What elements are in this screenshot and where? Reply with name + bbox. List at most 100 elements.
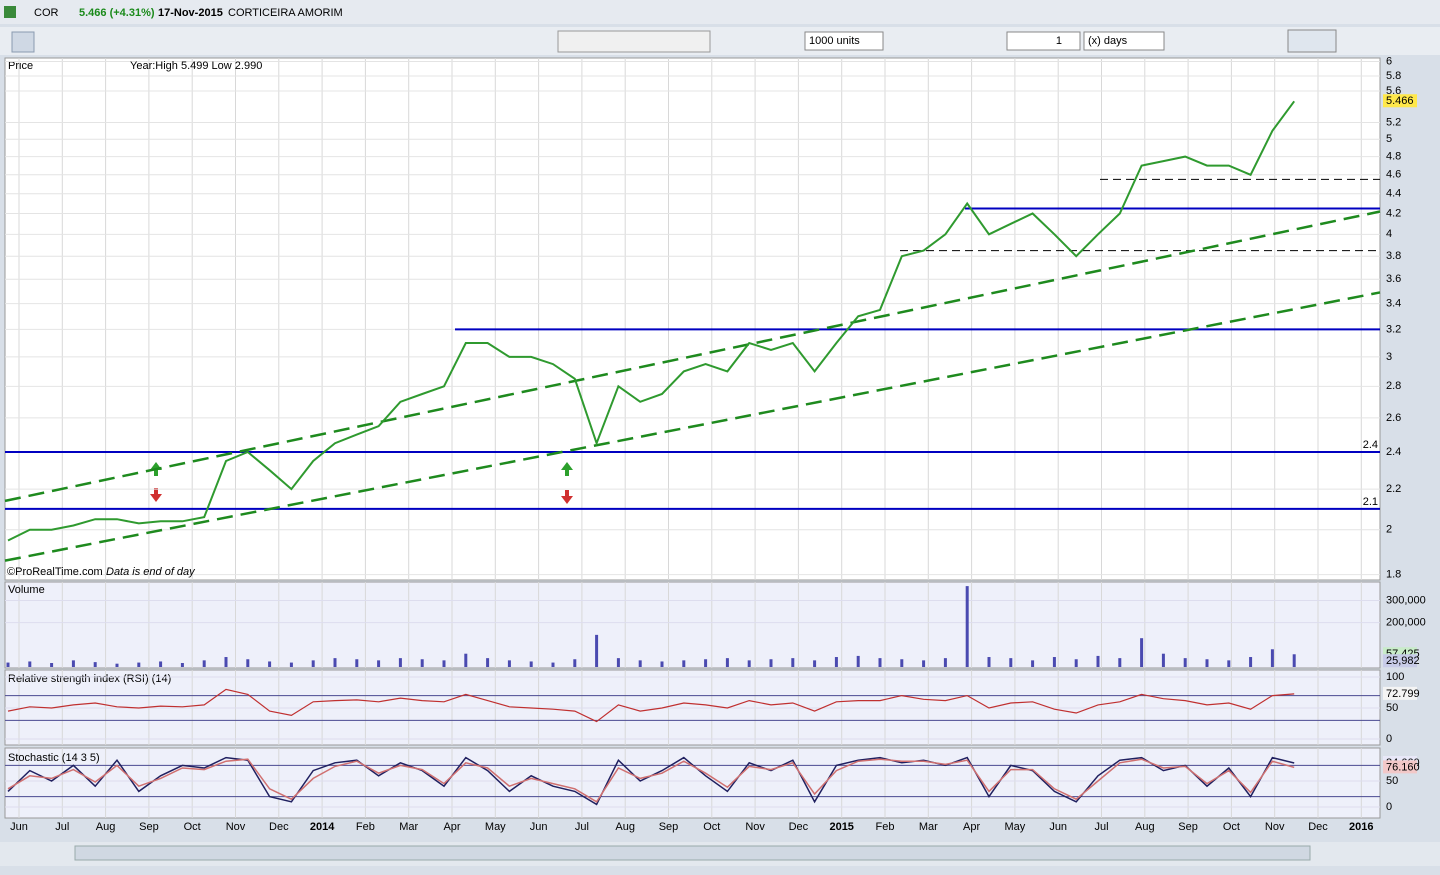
volume-bar: [769, 659, 773, 667]
y-tick-label: 3.8: [1386, 250, 1401, 262]
x-tick-label: May: [1005, 821, 1026, 833]
x-tick-label: Dec: [789, 821, 809, 833]
period-input[interactable]: [1006, 31, 1081, 51]
y-tick-label: 2.8: [1386, 380, 1401, 392]
y-tick-label: 2: [1386, 524, 1392, 536]
volume-bar: [224, 657, 228, 667]
y-tick-label: 3.2: [1386, 323, 1401, 335]
x-tick-label: Aug: [1135, 821, 1155, 833]
volume-bar: [398, 658, 402, 667]
x-tick-label: Aug: [615, 821, 635, 833]
volume-bar: [725, 658, 729, 667]
volume-bar: [529, 661, 533, 667]
volume-bar: [71, 660, 75, 667]
x-tick-label: Oct: [1223, 821, 1240, 833]
volume-bar: [1074, 659, 1078, 667]
y-tick-label: 4.2: [1386, 207, 1401, 219]
x-tick-label: Aug: [96, 821, 116, 833]
volume-bar: [965, 586, 969, 667]
color-palette[interactable]: [557, 30, 711, 53]
x-tick-label: 2016: [1349, 821, 1373, 833]
volume-bar: [28, 661, 32, 667]
y-tick-label: 6: [1386, 55, 1392, 67]
y-tick-label: 5.6: [1386, 85, 1401, 97]
x-tick-label: Apr: [443, 821, 460, 833]
scroll-track[interactable]: [74, 845, 1311, 861]
y-tick-label: 4.6: [1386, 169, 1401, 181]
chart-type-button[interactable]: [1287, 29, 1337, 53]
volume-bar: [1249, 657, 1253, 667]
sell-arrow: [561, 490, 573, 504]
panel-title: Volume: [8, 584, 45, 596]
line-label: 2.1: [1363, 496, 1378, 508]
volume-bar: [289, 662, 293, 667]
volume-bar: [1292, 654, 1296, 667]
y-tick-label: 50: [1386, 775, 1398, 787]
trend-line: [4, 210, 1381, 503]
volume-bar: [1227, 660, 1231, 667]
volume-bar: [900, 659, 904, 667]
last-value-label: 25,982: [1386, 655, 1420, 667]
volume-bar: [660, 661, 664, 667]
symbol: COR: [34, 7, 59, 19]
tool[interactable]: [11, 31, 35, 53]
volume-bar: [1096, 655, 1100, 667]
series-line: [7, 688, 1295, 723]
last-value-box: [1383, 94, 1417, 108]
volume-bar: [333, 658, 337, 667]
volume-bar: [137, 662, 141, 667]
y-tick-label: 3: [1386, 351, 1392, 363]
volume-bar: [856, 655, 860, 667]
volume-bar: [1270, 649, 1274, 667]
x-tick-label: 2014: [310, 821, 335, 833]
date: 17-Nov-2015: [158, 7, 223, 19]
volume-bar: [355, 659, 359, 667]
series-line: [7, 100, 1296, 542]
trend-line: [4, 291, 1381, 562]
series-line: [7, 758, 1295, 803]
y-tick-label: 2.4: [1386, 446, 1401, 458]
volume-bar: [93, 662, 97, 667]
panel-title: Relative strength index (RSI) (14): [8, 673, 171, 685]
volume-bar: [878, 658, 882, 667]
volume-bar: [507, 660, 511, 667]
x-tick-label: Dec: [1308, 821, 1328, 833]
x-tick-label: Jun: [530, 821, 548, 833]
volume-bar: [202, 660, 206, 667]
volume-bar: [638, 660, 642, 667]
x-tick-label: Jul: [575, 821, 589, 833]
price-panel: [4, 57, 1381, 581]
units-select[interactable]: [804, 31, 884, 51]
last-value-label: 76.160: [1386, 761, 1420, 773]
volume-bar: [180, 663, 184, 667]
volume-bar: [747, 660, 751, 667]
volume-bar: [987, 657, 991, 667]
y-tick-label: 300,000: [1386, 594, 1426, 606]
x-tick-label: Jun: [10, 821, 28, 833]
last-value-box: [1383, 686, 1417, 700]
sell-arrow: [150, 488, 162, 502]
volume-bar: [1183, 658, 1187, 667]
instrument-name: CORTICEIRA AMORIM: [228, 7, 343, 19]
volume-bar: [704, 659, 708, 667]
period-select[interactable]: [1083, 31, 1165, 51]
volume-bar: [1052, 657, 1056, 667]
x-tick-label: 2015: [829, 821, 853, 833]
x-tick-label: Jul: [1094, 821, 1108, 833]
x-tick-label: Sep: [1178, 821, 1198, 833]
volume-bar: [246, 659, 250, 667]
x-tick-label: May: [485, 821, 506, 833]
volume-bar: [1161, 653, 1165, 667]
x-tick-label: Nov: [1265, 821, 1285, 833]
app-icon: [4, 6, 16, 18]
toolbar: [0, 27, 1440, 55]
volume-bar: [159, 661, 163, 667]
stochastic-panel: [4, 747, 1381, 819]
y-tick-label: 100: [1386, 671, 1404, 683]
volume-panel: [4, 581, 1381, 669]
y-tick-label: 5: [1386, 133, 1392, 145]
source-note: Data is end of day: [106, 566, 196, 578]
volume-bar: [1009, 658, 1013, 667]
volume-bar: [1031, 660, 1035, 667]
period-unit: (x) days: [1088, 35, 1128, 47]
